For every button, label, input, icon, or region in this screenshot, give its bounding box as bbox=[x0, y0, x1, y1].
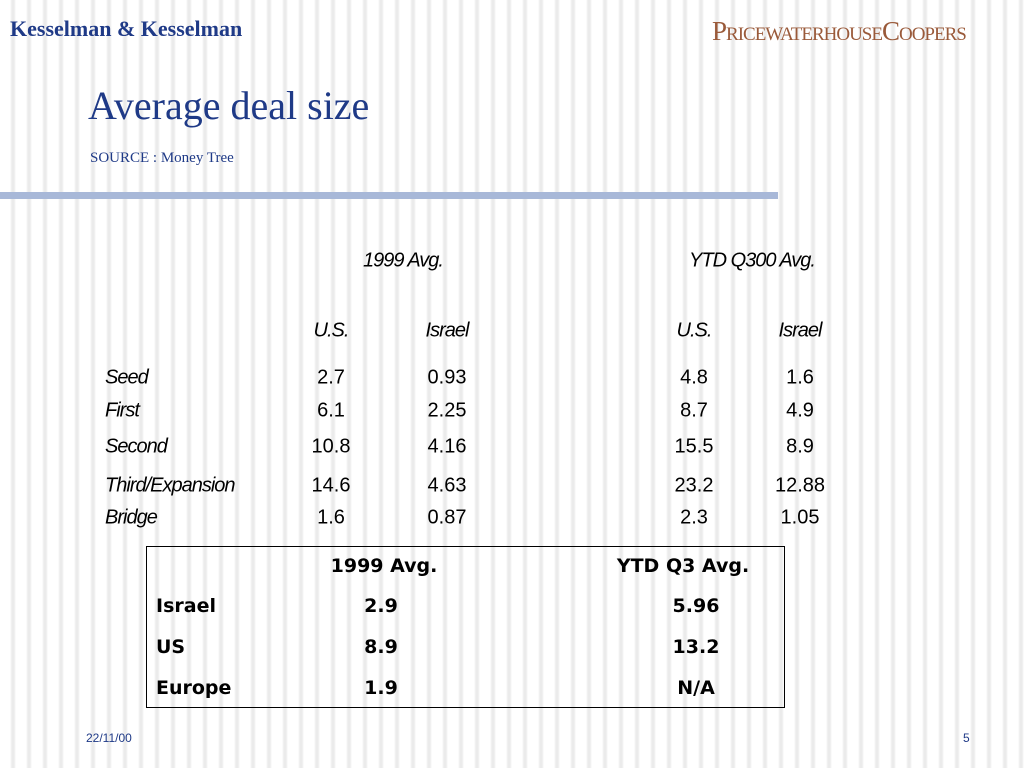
cell: 1.6 bbox=[786, 366, 814, 389]
row-label: US bbox=[156, 636, 186, 658]
cell: 1.05 bbox=[780, 506, 820, 529]
cell: 4.9 bbox=[786, 399, 814, 422]
table2-box bbox=[146, 546, 785, 708]
row-label: Second bbox=[105, 435, 168, 458]
cell: 4.8 bbox=[680, 366, 708, 389]
column-header: YTD Q3 Avg. bbox=[616, 555, 750, 577]
cell: 0.87 bbox=[427, 506, 467, 529]
cell: 2.3 bbox=[680, 506, 708, 529]
date: 22/11/00 bbox=[86, 731, 132, 745]
source: SOURCE : Money Tree bbox=[90, 150, 234, 166]
row-label: Third/Expansion bbox=[105, 474, 236, 497]
row-label: Israel bbox=[156, 595, 216, 617]
cell: N/A bbox=[677, 677, 715, 699]
row-label: Bridge bbox=[105, 506, 158, 529]
cell: 5.96 bbox=[672, 595, 720, 617]
title: Average deal size bbox=[88, 83, 370, 128]
column-header: U.S. bbox=[676, 319, 713, 342]
cell: 12.88 bbox=[774, 474, 826, 497]
cell: 4.16 bbox=[427, 435, 467, 458]
cell: 23.2 bbox=[674, 474, 714, 497]
row-label: First bbox=[105, 399, 140, 422]
cell: 1.9 bbox=[364, 677, 398, 699]
cell: 0.93 bbox=[427, 366, 467, 389]
column-header: 1999 Avg. bbox=[330, 555, 438, 577]
cell: 8.9 bbox=[786, 435, 814, 458]
logo: PricewaterhouseCoopers bbox=[712, 16, 967, 46]
cell: 13.2 bbox=[672, 636, 720, 658]
cell: 8.9 bbox=[364, 636, 398, 658]
company: Kesselman & Kesselman bbox=[10, 16, 243, 41]
column-header: U.S. bbox=[313, 319, 350, 342]
row-label: Europe bbox=[156, 677, 232, 699]
column-header: Israel bbox=[778, 319, 823, 342]
group-header: 1999 Avg. bbox=[363, 249, 444, 272]
cell: 14.6 bbox=[311, 474, 351, 497]
cell: 15.5 bbox=[674, 435, 714, 458]
rule bbox=[0, 192, 778, 199]
cell: 2.9 bbox=[364, 595, 398, 617]
cell: 4.63 bbox=[427, 474, 467, 497]
column-header: Israel bbox=[425, 319, 470, 342]
row-label: Seed bbox=[105, 366, 149, 389]
page-number: 5 bbox=[963, 731, 970, 745]
cell: 2.7 bbox=[317, 366, 345, 389]
cell: 1.6 bbox=[317, 506, 345, 529]
group-header: YTD Q300 Avg. bbox=[689, 249, 816, 272]
cell: 2.25 bbox=[427, 399, 467, 422]
cell: 8.7 bbox=[680, 399, 708, 422]
cell: 10.8 bbox=[311, 435, 351, 458]
cell: 6.1 bbox=[317, 399, 345, 422]
